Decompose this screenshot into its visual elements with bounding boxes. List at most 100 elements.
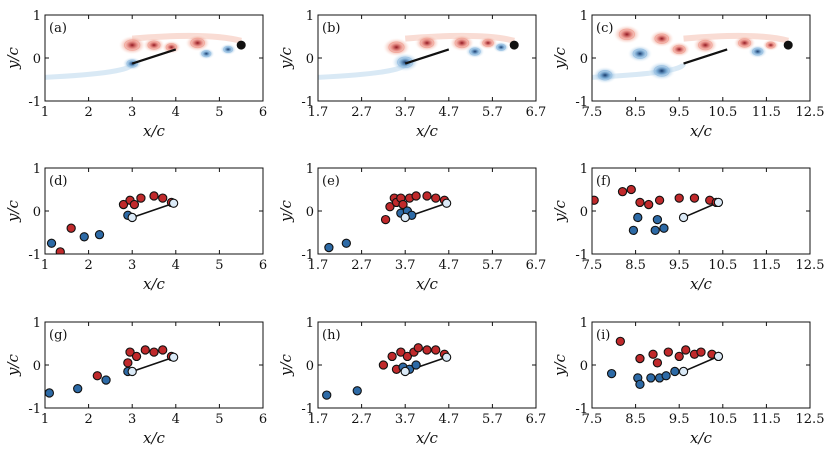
axes-frame xyxy=(44,167,264,255)
y-tick-label: -1 xyxy=(301,248,314,263)
y-tick-label: -1 xyxy=(575,95,588,110)
vortex-blob xyxy=(627,45,653,63)
vortex-blob xyxy=(649,29,675,48)
panel-label: (a) xyxy=(49,21,67,36)
body-marker xyxy=(783,40,793,50)
axes-frame xyxy=(591,321,811,409)
point-plate-end xyxy=(678,212,689,223)
point-positive xyxy=(635,353,645,364)
panel-label: (b) xyxy=(322,21,340,36)
y-tick-label: 1 xyxy=(33,162,41,177)
plot-area xyxy=(45,32,246,80)
x-tick-label: 8.5 xyxy=(625,105,646,120)
point-positive xyxy=(158,345,168,355)
point-positive xyxy=(689,193,700,203)
axes-frame xyxy=(317,321,537,409)
x-tick-label: 3 xyxy=(128,412,136,427)
x-tick-label: 11.5 xyxy=(752,105,781,120)
vortex-blob xyxy=(465,44,485,59)
point-positive xyxy=(617,186,628,197)
x-axis-title: x/c xyxy=(690,429,713,447)
point-positive xyxy=(387,351,397,362)
x-tick-label: 7.5 xyxy=(582,412,603,427)
y-tick-label: 1 xyxy=(33,9,41,24)
point-positive xyxy=(66,223,76,233)
x-tick-label: 3.7 xyxy=(395,258,416,273)
plot-area xyxy=(45,345,179,398)
x-axis-title: x/c xyxy=(143,275,166,293)
x-tick-label: 3.7 xyxy=(395,105,416,120)
point-positive xyxy=(149,347,159,357)
y-tick-label: 0 xyxy=(306,205,314,220)
plate-line xyxy=(683,48,728,65)
plot-area xyxy=(592,24,793,84)
vortex-contour xyxy=(126,59,138,68)
point-plate-end xyxy=(678,366,689,377)
x-tick-label: 2.7 xyxy=(351,412,372,427)
x-tick-label: 5.7 xyxy=(482,105,503,120)
y-tick-label: 0 xyxy=(580,359,588,374)
y-tick-label: 1 xyxy=(33,316,41,331)
plot-area xyxy=(324,191,452,253)
x-tick-label: 5 xyxy=(215,105,223,120)
vortex-contour xyxy=(738,38,752,48)
point-positive xyxy=(118,199,129,210)
y-tick-label: -1 xyxy=(28,248,41,263)
x-tick-label: 5.7 xyxy=(482,258,503,273)
y-tick-label: 0 xyxy=(306,52,314,67)
point-negative xyxy=(324,242,334,253)
point-positive xyxy=(123,358,133,368)
vortex-contour xyxy=(654,33,670,44)
x-tick-label: 7.5 xyxy=(582,258,603,273)
panel-label: (e) xyxy=(322,174,340,189)
plate-line xyxy=(131,202,174,219)
axes-frame xyxy=(44,321,264,409)
x-tick-label: 8.5 xyxy=(625,258,646,273)
axes-frame xyxy=(591,167,811,255)
point-positive xyxy=(92,371,102,381)
body-marker xyxy=(236,40,246,50)
y-tick-label: 0 xyxy=(580,52,588,67)
vortex-contour xyxy=(190,37,205,49)
point-positive xyxy=(385,202,395,212)
y-tick-label: 0 xyxy=(580,205,588,220)
panel-g: 1 2 3 4 5 6 -1 0 1 x/c y/c (g) xyxy=(4,316,267,447)
y-tick-label: -1 xyxy=(28,95,41,110)
y-tick-label: 0 xyxy=(33,359,41,374)
point-plate-end xyxy=(713,197,724,208)
x-tick-label: 10.5 xyxy=(708,105,737,120)
point-positive xyxy=(674,351,684,362)
vortex-contour xyxy=(597,70,613,81)
panel-c: 7.5 8.5 9.5 10.5 11.5 12.5 -1 0 1 x/c y/c (c) xyxy=(551,9,824,140)
point-negative xyxy=(341,238,351,248)
point-positive xyxy=(635,197,645,208)
x-axis-title: x/c xyxy=(416,275,439,293)
point-negative xyxy=(73,383,83,394)
y-tick-label: 0 xyxy=(33,205,41,220)
x-tick-label: 1 xyxy=(41,412,49,427)
y-tick-label: 1 xyxy=(580,162,588,177)
x-tick-label: 2.7 xyxy=(351,105,372,120)
x-tick-label: 7.5 xyxy=(582,105,603,120)
panel-f: 7.5 8.5 9.5 10.5 11.5 12.5 -1 0 1 x/c y/c (f) xyxy=(551,162,824,293)
vortex-contour xyxy=(698,39,713,51)
y-tick-label: 1 xyxy=(580,9,588,24)
y-axis-title: y/c xyxy=(4,46,22,70)
vortex-contour xyxy=(388,41,405,53)
y-axis-title: y/c xyxy=(4,353,22,377)
point-negative xyxy=(661,371,671,381)
x-tick-label: 2 xyxy=(84,412,92,427)
y-tick-label: 0 xyxy=(33,52,41,67)
axes-frame xyxy=(317,14,537,102)
plot-area xyxy=(592,184,724,235)
point-negative xyxy=(352,386,362,396)
x-tick-label: 3.7 xyxy=(395,412,416,427)
vortex-blob xyxy=(762,39,780,51)
point-positive xyxy=(411,191,421,201)
point-positive xyxy=(149,191,159,201)
panel-a: 1 2 3 4 5 6 -1 0 1 x/c y/c (a) xyxy=(4,9,267,140)
x-tick-label: 1 xyxy=(41,258,49,273)
point-plate-end xyxy=(400,212,410,223)
x-tick-label: 10.5 xyxy=(708,258,737,273)
